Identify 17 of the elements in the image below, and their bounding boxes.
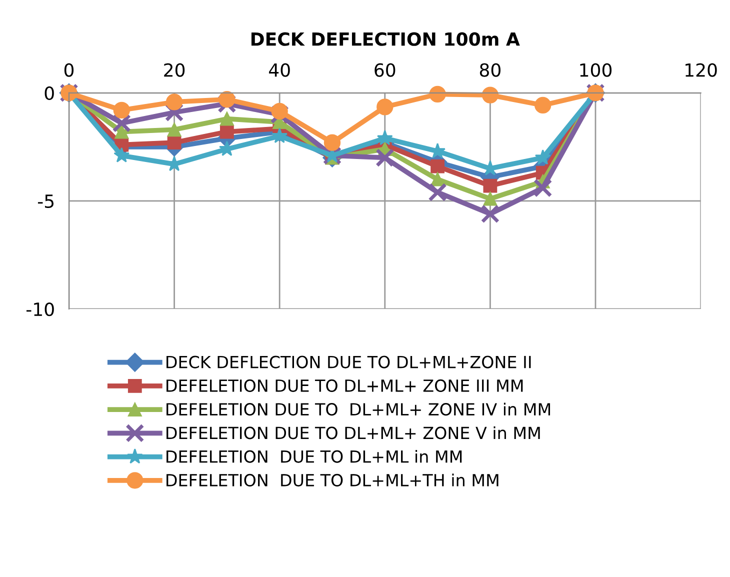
x-tick-label: 60 <box>374 63 396 77</box>
x-tick-label: 0 <box>64 63 74 77</box>
legend-label: DEFELETION DUE TO DL+ML+TH in MM <box>166 474 498 486</box>
x-tick-label: 20 <box>164 63 185 77</box>
legend-label: DEFELETION DUE TO DL+ML+ ZONE V in MM <box>166 426 540 440</box>
legend-label: DECK DEFLECTION DUE TO DL+ML+ZONE II <box>166 356 531 368</box>
legend-label: DEFELETION DUE TO DL+ML in MM <box>166 450 462 463</box>
y-tick-label: -5 <box>38 194 54 208</box>
legend-label: DEFELETION DUE TO DL+ML+ ZONE IV in MM <box>166 402 550 416</box>
x-tick-label: 40 <box>268 63 290 77</box>
x-tick-label: 80 <box>480 63 500 77</box>
y-tick-label: -10 <box>26 302 54 316</box>
legend-label: DEFELETION DUE TO DL+ML+ ZONE III MM <box>166 379 523 392</box>
chart-title: DECK DEFLECTION 100m A <box>251 32 520 46</box>
y-tick-label: 0 <box>44 86 54 100</box>
x-tick-label: 100 <box>580 63 612 77</box>
x-tick-label: 120 <box>686 63 717 77</box>
